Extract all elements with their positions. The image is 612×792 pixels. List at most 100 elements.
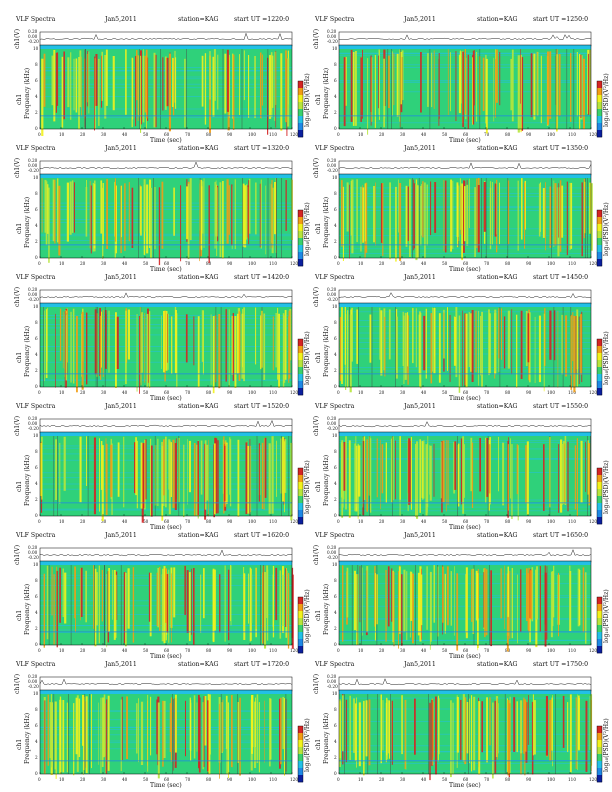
- spectrogram-dark-streak: [468, 694, 469, 774]
- spectrogram-streak: [460, 186, 462, 235]
- spectrogram-streak: [478, 310, 479, 386]
- spectrogram-streak: [449, 315, 451, 382]
- spectrogram-streak: [79, 436, 82, 503]
- spectrogram-streak: [423, 440, 425, 499]
- trace-tick-label: -0.20: [327, 168, 338, 173]
- spectrogram-streak: [258, 702, 260, 773]
- time-tick-label: 40: [122, 390, 128, 395]
- spectrogram-streak: [588, 443, 591, 506]
- spectrogram-streak: [249, 178, 251, 234]
- spectrogram-streak: [489, 697, 491, 746]
- time-tick-label: 60: [463, 390, 469, 395]
- time-tick-label: 100: [248, 390, 256, 395]
- spectrogram-streak: [117, 442, 120, 497]
- spectrogram-streak: [228, 54, 230, 118]
- spectrogram-streak: [262, 54, 263, 106]
- time-tick-label: 100: [248, 777, 256, 782]
- spectrogram-streak: [80, 568, 81, 621]
- spectrogram-streak: [419, 311, 421, 387]
- spectrogram-streak: [343, 57, 346, 127]
- colorbar-frame: [596, 596, 603, 654]
- spectrogram-band: [339, 499, 591, 501]
- spectrogram-streak: [55, 313, 56, 388]
- time-tick-label: 0: [38, 648, 41, 653]
- time-tick-label: 10: [59, 648, 65, 653]
- spectrogram-streak: [437, 566, 439, 637]
- spectrogram-streak: [497, 698, 498, 760]
- spectrogram-dark-streak: [590, 436, 591, 516]
- spectrogram-streak: [154, 187, 156, 250]
- panel-date: Jan5,2011: [404, 403, 436, 410]
- spectrogram-streak: [170, 697, 173, 762]
- spectrogram-streak: [354, 703, 357, 761]
- spectrogram-streak: [470, 437, 473, 492]
- spectrogram-streak: [475, 310, 477, 373]
- trace-tick-label: -0.20: [327, 555, 338, 560]
- spectrogram-streak: [98, 702, 99, 765]
- spectrogram-streak: [510, 438, 511, 499]
- trace-tick-label: -0.20: [28, 555, 39, 560]
- spectrogram-streak: [95, 54, 98, 106]
- time-tick-label: 80: [505, 132, 511, 137]
- spectrogram-streak: [421, 440, 423, 498]
- spectrogram-streak: [168, 569, 170, 643]
- spectrogram-streak: [579, 54, 582, 118]
- trace-tick-label: 0.00: [327, 292, 337, 297]
- spectrogram-streak: [189, 178, 192, 241]
- spectrogram-streak: [105, 443, 108, 515]
- spectrogram-streak: [423, 315, 426, 371]
- spectrogram-streak: [425, 308, 427, 379]
- spectrogram-streak: [587, 55, 589, 114]
- spectrogram-streak: [580, 55, 583, 120]
- spectrogram-streak: [553, 180, 555, 247]
- spectrogram-streak: [231, 184, 233, 246]
- spectrogram-streak: [450, 52, 451, 112]
- spectrogram-dark-streak: [139, 49, 140, 129]
- spectrogram-streak: [75, 58, 78, 113]
- colorbar-segment: [597, 618, 602, 626]
- spectrogram-dark-streak: [485, 178, 487, 258]
- colorbar-segment: [298, 210, 303, 218]
- colorbar-segment: [298, 740, 303, 748]
- frequency-tick-label: 10: [332, 175, 338, 180]
- spectrogram-low-band: [339, 373, 591, 375]
- spectrogram-dark-streak: [473, 565, 475, 645]
- spectrogram-streak: [388, 309, 391, 360]
- colorbar-segment: [597, 367, 602, 375]
- spectrogram-streak: [362, 49, 363, 119]
- spectrogram-streak: [90, 185, 92, 254]
- frequency-tick-label: 0: [334, 513, 337, 518]
- spectrogram-streak: [556, 54, 558, 132]
- spectrogram-streak: [495, 696, 499, 757]
- spectrogram-band: [339, 440, 591, 442]
- spectrogram-streak: [113, 570, 116, 640]
- trace-tick-label: -0.20: [327, 426, 338, 431]
- panel-graphics: [39, 418, 304, 525]
- spectrogram-streak: [50, 694, 52, 768]
- time-tick-label: 40: [122, 519, 128, 524]
- spectrogram-streak: [126, 696, 128, 759]
- spectrogram-streak: [438, 53, 440, 119]
- spectrogram-streak: [477, 569, 479, 619]
- time-tick-label: 0: [38, 261, 41, 266]
- panel-station: station=KAG: [477, 661, 518, 668]
- spectrogram-streak: [420, 574, 423, 626]
- colorbar-segment: [298, 109, 303, 117]
- spectrogram-dark-streak: [362, 436, 364, 516]
- spectrogram-streak: [575, 316, 577, 375]
- spectrogram-streak: [562, 695, 565, 748]
- frequency-tick-label: 8: [334, 578, 337, 583]
- voltage-trace: [338, 34, 592, 41]
- colorbar-segment: [298, 81, 303, 89]
- colorbar-frame: [596, 80, 603, 138]
- spectrogram-panel: VLF Spectra Jan5,2011 station=KAG start UT …: [309, 531, 610, 661]
- colorbar-segment: [597, 639, 602, 647]
- spectrogram-streak: [234, 316, 237, 388]
- spectrogram-streak: [465, 567, 468, 639]
- spectrogram-streak: [465, 313, 468, 388]
- spectrogram-band: [40, 235, 292, 237]
- spectrogram-band: [40, 222, 292, 223]
- spectrogram-streak: [558, 54, 561, 116]
- spectrogram-streak: [280, 697, 282, 765]
- spectrogram-streak: [472, 568, 475, 634]
